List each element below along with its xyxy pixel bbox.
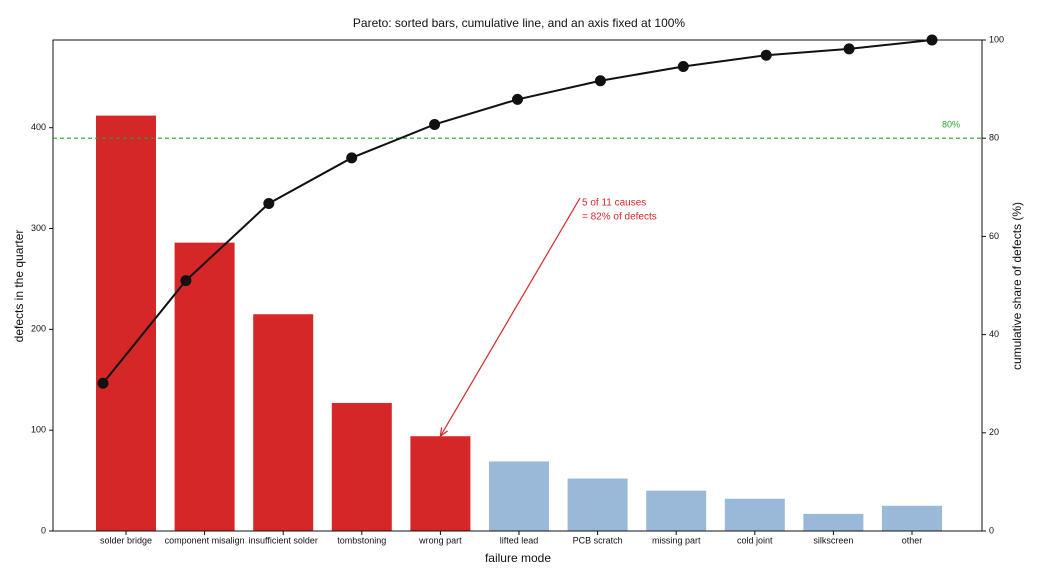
cumulative-point — [346, 152, 358, 164]
x-tick-label: missing part — [652, 535, 701, 545]
y2-axis-label: cumulative share of defects (%) — [1010, 202, 1024, 370]
annotation-arrowhead — [439, 427, 448, 438]
y2-tick-label: 80 — [989, 133, 999, 143]
x-axis-label: failure mode — [485, 551, 551, 565]
y2-tick-label: 100 — [989, 34, 1004, 44]
cumulative-point — [429, 118, 441, 130]
y2-tick-label: 60 — [989, 231, 999, 241]
y-axis-label: defects in the quarter — [12, 230, 26, 343]
cumulative-point — [760, 49, 772, 61]
cumulative-point — [512, 93, 523, 105]
bar — [646, 490, 707, 531]
y2-tick-label: 0 — [989, 525, 994, 535]
y-tick-label: 100 — [31, 425, 46, 435]
bar — [96, 115, 156, 531]
cumulative-point — [263, 198, 275, 210]
y-tick-label: 0 — [41, 525, 46, 535]
cumulative-point — [180, 275, 192, 287]
bar — [882, 505, 942, 531]
y2-tick-label: 40 — [989, 329, 999, 339]
annotation-text: = 82% of defects — [582, 212, 657, 223]
reference-label: 80% — [942, 120, 960, 130]
cumulative-point — [677, 61, 689, 73]
x-tick-label: cold joint — [737, 535, 773, 545]
bar — [331, 402, 392, 531]
bar — [410, 436, 471, 531]
x-tick-label: solder bridge — [100, 535, 152, 545]
x-tick-label: PCB scratch — [573, 535, 623, 545]
plot-frame — [52, 39, 983, 532]
bar — [174, 242, 235, 531]
x-tick-label: tombstoning — [337, 535, 386, 545]
x-tick-label: component misalign — [165, 535, 245, 545]
y-tick-label: 200 — [31, 324, 46, 334]
x-tick-label: lifted lead — [500, 535, 539, 545]
cumulative-point — [843, 43, 855, 55]
bar — [567, 478, 628, 531]
x-tick-label: wrong part — [418, 535, 462, 545]
cumulative-point — [97, 377, 109, 389]
cumulative-point — [926, 34, 938, 46]
annotation-arrow — [439, 197, 581, 437]
chart-title: Pareto: sorted bars, cumulative line, an… — [353, 16, 686, 30]
annotation-text: 5 of 11 causes — [582, 198, 646, 209]
x-tick-label: silkscreen — [813, 535, 853, 545]
bar — [724, 498, 785, 531]
bar — [489, 461, 549, 531]
bar — [803, 513, 864, 531]
cumulative-point — [594, 75, 606, 87]
x-tick-label: insufficient solder — [249, 535, 318, 545]
bar — [253, 314, 314, 531]
y2-tick-label: 20 — [989, 427, 999, 437]
y-tick-label: 400 — [31, 122, 46, 132]
y-tick-label: 300 — [31, 223, 46, 233]
x-tick-label: other — [902, 535, 923, 545]
